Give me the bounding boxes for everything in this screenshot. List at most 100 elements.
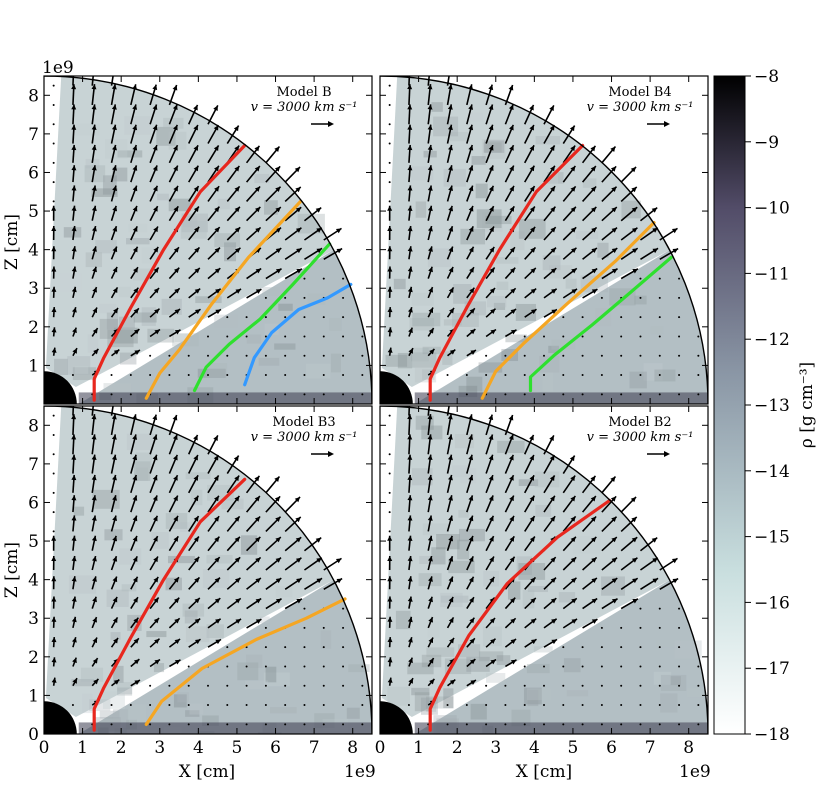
velocity-arrow-head bbox=[468, 205, 474, 212]
velocity-dot bbox=[658, 684, 661, 687]
velocity-arrow-head bbox=[173, 185, 178, 192]
velocity-dot bbox=[639, 277, 642, 280]
velocity-arrow-head bbox=[611, 186, 617, 192]
velocity-arrow-head bbox=[214, 206, 220, 213]
density-cell bbox=[180, 220, 207, 239]
density-cell bbox=[453, 284, 472, 304]
density-cell bbox=[449, 131, 470, 142]
velocity-arrow-head bbox=[112, 65, 117, 70]
velocity-dot bbox=[388, 453, 391, 456]
velocity-dot bbox=[342, 665, 345, 668]
velocity-arrow-head bbox=[509, 124, 514, 131]
velocity-arrow-head bbox=[134, 350, 140, 355]
velocity-dot bbox=[110, 723, 113, 726]
velocity-arrow-head bbox=[153, 206, 158, 212]
y-tick-label: 5 bbox=[28, 202, 39, 222]
velocity-arrow-head bbox=[91, 124, 97, 130]
velocity-arrow-head bbox=[448, 266, 454, 273]
velocity-arrow-head bbox=[508, 104, 514, 111]
density-cell bbox=[119, 352, 137, 365]
density-cell bbox=[533, 646, 553, 653]
velocity-arrow-head bbox=[610, 146, 616, 152]
density-cell bbox=[643, 363, 663, 381]
x-tick-label: 5 bbox=[232, 738, 243, 758]
velocity-arrow-head bbox=[530, 639, 537, 645]
velocity-dot bbox=[284, 296, 287, 299]
velocity-arrow-head bbox=[152, 124, 158, 131]
density-cell bbox=[510, 231, 525, 251]
velocity-dot bbox=[342, 684, 345, 687]
velocity-dot bbox=[562, 665, 565, 668]
velocity-dot bbox=[284, 723, 287, 726]
density-cell bbox=[106, 312, 119, 330]
velocity-arrow-head bbox=[407, 165, 413, 171]
density-cell bbox=[118, 286, 131, 298]
velocity-dot bbox=[361, 704, 364, 707]
velocity-dot bbox=[168, 374, 171, 377]
density-cell bbox=[181, 213, 208, 233]
velocity-arrow-head bbox=[254, 186, 261, 192]
velocity-dot bbox=[639, 374, 642, 377]
density-cell bbox=[411, 347, 429, 362]
velocity-arrow bbox=[446, 406, 450, 416]
velocity-dot bbox=[446, 393, 449, 396]
velocity-arrow-head bbox=[174, 267, 180, 274]
velocity-dot bbox=[388, 530, 391, 533]
density-cell bbox=[496, 655, 511, 666]
velocity-arrow-head bbox=[490, 638, 496, 644]
velocity-arrow-head bbox=[590, 145, 596, 152]
velocity-dot bbox=[303, 684, 306, 687]
density-cell bbox=[103, 691, 125, 709]
velocity-dot bbox=[523, 665, 526, 668]
velocity-arrow-head bbox=[113, 679, 120, 685]
velocity-arrow-head bbox=[407, 185, 413, 191]
velocity-arrow-head bbox=[215, 618, 221, 624]
density-cell bbox=[412, 312, 441, 327]
velocity-arrow-head bbox=[112, 596, 118, 603]
velocity-dot bbox=[187, 354, 190, 357]
velocity-dot bbox=[678, 354, 681, 357]
velocity-arrow-head bbox=[468, 165, 474, 171]
density-cell bbox=[133, 461, 151, 481]
density-cell bbox=[421, 425, 443, 440]
velocity-dot bbox=[52, 491, 55, 494]
velocity-arrow-head bbox=[152, 84, 158, 91]
velocity-dot bbox=[600, 296, 603, 299]
velocity-dot bbox=[485, 374, 488, 377]
velocity-arrow-head bbox=[296, 578, 302, 584]
velocity-dot bbox=[303, 296, 306, 299]
velocity-arrow-head bbox=[550, 268, 557, 274]
velocity-arrow-head bbox=[569, 455, 575, 462]
velocity-arrow-head bbox=[111, 434, 117, 440]
velocity-arrow-head bbox=[549, 165, 555, 172]
velocity-arrow-head bbox=[92, 246, 97, 252]
velocity-arrow-head bbox=[174, 597, 180, 604]
density-cell bbox=[126, 433, 154, 451]
velocity-arrow-head bbox=[214, 577, 220, 583]
velocity-arrow-head bbox=[51, 657, 57, 663]
velocity-arrow-head bbox=[172, 84, 178, 91]
velocity-arrow-head bbox=[111, 104, 117, 110]
velocity-arrow-head bbox=[449, 349, 456, 355]
velocity-arrow-head bbox=[549, 495, 555, 502]
density-cell bbox=[431, 102, 443, 112]
velocity-arrow-head bbox=[469, 329, 476, 335]
density-cell bbox=[189, 703, 204, 715]
velocity-arrow-head bbox=[530, 618, 537, 624]
velocity-arrow-head bbox=[213, 475, 219, 481]
velocity-arrow-head bbox=[133, 659, 140, 665]
velocity-arrow-head bbox=[296, 268, 302, 274]
velocity-arrow-head bbox=[510, 308, 517, 315]
velocity-arrow-head bbox=[112, 556, 118, 562]
velocity-arrow-head bbox=[510, 329, 517, 335]
velocity-arrow-head bbox=[295, 207, 302, 213]
velocity-arrow-head bbox=[71, 495, 77, 501]
density-cell bbox=[443, 319, 462, 326]
velocity-dot bbox=[322, 393, 325, 396]
velocity-arrow-head bbox=[448, 144, 453, 151]
velocity-arrow-head bbox=[92, 658, 98, 664]
velocity-arrow-head bbox=[652, 578, 659, 584]
density-cell bbox=[348, 664, 370, 673]
velocity-arrow-head bbox=[610, 476, 616, 482]
outer-boundary bbox=[380, 406, 708, 734]
